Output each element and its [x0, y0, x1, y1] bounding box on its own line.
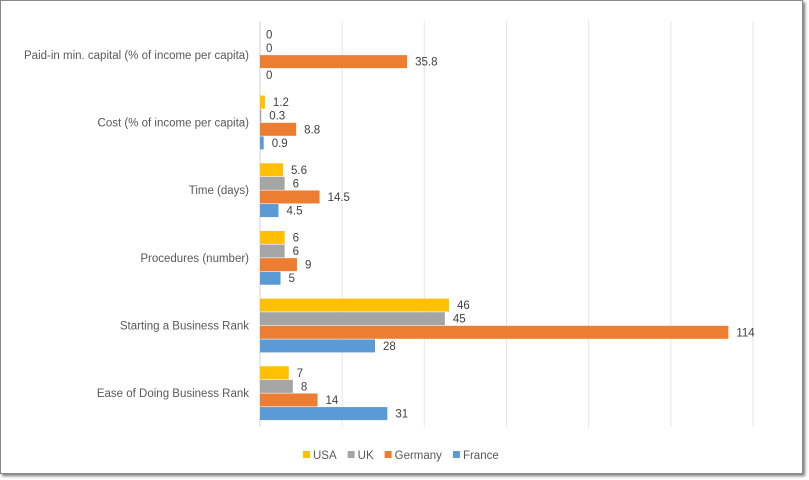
data-label: 5	[289, 273, 295, 285]
bar-usa	[260, 163, 284, 177]
data-label: 9	[305, 260, 311, 272]
data-label: 0	[266, 29, 272, 41]
data-label: 0.9	[272, 138, 288, 150]
data-label: 28	[383, 341, 396, 353]
bar-uk	[260, 176, 285, 190]
bar-france	[260, 136, 264, 150]
bar-usa	[260, 366, 289, 380]
legend-label-germany: Germany	[395, 450, 443, 462]
data-label: 0	[266, 43, 272, 55]
bar-uk	[260, 109, 262, 123]
bar-uk	[260, 379, 293, 393]
bar-france	[260, 339, 376, 353]
category-label: Time (days)	[189, 185, 249, 197]
bar-usa	[260, 298, 449, 312]
data-label: 45	[453, 314, 466, 326]
data-label: 31	[395, 409, 408, 421]
legend-swatch-usa	[303, 451, 310, 458]
category-label: Ease of Doing Business Rank	[97, 388, 249, 400]
category-label: Starting a Business Rank	[120, 321, 249, 333]
bar-uk	[260, 312, 445, 326]
data-label: 46	[457, 300, 470, 312]
data-label: 6	[293, 232, 299, 244]
bar-france	[260, 407, 388, 421]
legend-label-uk: UK	[358, 450, 374, 462]
bar-germany	[260, 122, 297, 136]
bar-france	[260, 204, 279, 218]
data-label: 1.2	[273, 97, 289, 109]
data-label: 5.6	[291, 165, 307, 177]
data-label: 7	[297, 368, 303, 380]
legend-label-france: France	[463, 450, 499, 462]
category-label: Procedures (number)	[140, 253, 249, 265]
bar-germany	[260, 258, 297, 272]
data-label: 8.8	[304, 124, 320, 136]
data-label: 4.5	[286, 206, 302, 218]
legend-swatch-france	[452, 451, 460, 458]
bar-germany	[260, 190, 320, 204]
bar-germany	[260, 325, 729, 339]
legend-label-usa: USA	[313, 450, 337, 462]
legend-swatch-germany	[384, 451, 392, 458]
bar-france	[260, 271, 281, 285]
bar-germany	[260, 393, 318, 407]
data-label: 114	[736, 327, 755, 339]
data-label: 8	[301, 381, 307, 393]
bar-usa	[260, 230, 285, 244]
data-label: 14	[326, 395, 339, 407]
bar-uk	[260, 244, 285, 258]
category-label: Cost (% of income per capita)	[98, 118, 250, 130]
data-label: 14.5	[328, 192, 350, 204]
category-label: Paid-in min. capital (% of income per ca…	[24, 50, 249, 62]
bar-usa	[260, 95, 265, 109]
data-label: 0	[266, 70, 272, 82]
bar-germany	[260, 55, 408, 69]
data-label: 6	[293, 246, 299, 258]
data-label: 6	[293, 178, 299, 190]
data-label: 35.8	[415, 57, 437, 69]
legend-swatch-uk	[347, 451, 355, 458]
data-label: 0.3	[269, 111, 285, 123]
